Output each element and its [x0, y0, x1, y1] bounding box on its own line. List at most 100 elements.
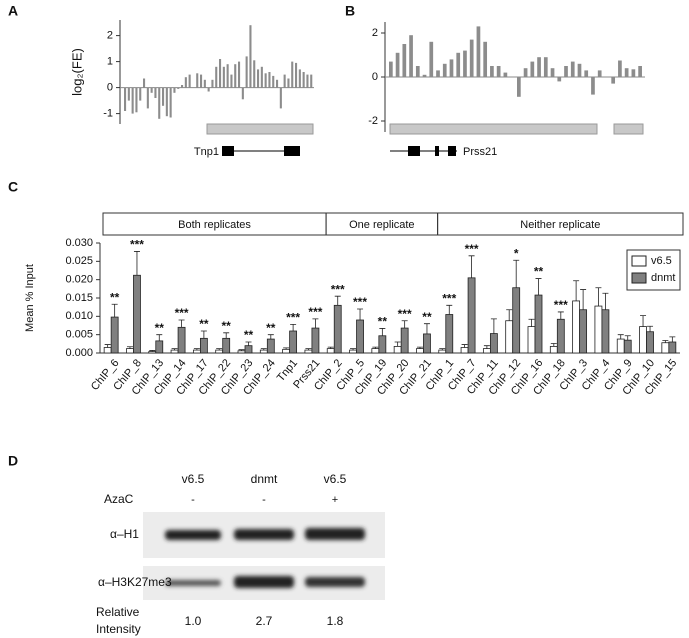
y-tick-label: -1: [103, 108, 113, 120]
bar: [203, 79, 206, 88]
significance: ***: [331, 282, 345, 296]
bar: [460, 347, 469, 354]
y-tick-label: 2: [107, 30, 113, 42]
error-bar: [216, 348, 223, 351]
error-bar: [550, 343, 557, 347]
error-bar: [372, 346, 379, 349]
error-bar: [617, 334, 624, 340]
error-bar: [416, 346, 423, 349]
bar: [409, 35, 413, 77]
bar: [349, 349, 357, 354]
error-bar: [490, 318, 497, 334]
bar: [618, 60, 622, 77]
bar: [272, 75, 275, 88]
bar: [257, 69, 260, 88]
bar: [326, 348, 335, 354]
error-bar: [506, 309, 513, 321]
band: [305, 577, 365, 587]
significance: **: [110, 290, 120, 304]
bar: [177, 87, 180, 89]
bar: [200, 74, 203, 88]
bar: [638, 66, 642, 77]
error-bar: [401, 320, 408, 329]
y-tick-label: 0.020: [65, 274, 93, 286]
significance: **: [266, 321, 276, 335]
bar: [556, 318, 565, 354]
bar: [584, 70, 589, 77]
bar: [505, 320, 514, 354]
bar: [131, 87, 134, 114]
y-tick-label: 0.015: [65, 292, 93, 304]
bar: [302, 72, 305, 88]
y-tick-label: 0.005: [65, 329, 93, 341]
bar: [530, 61, 535, 77]
error-bar: [178, 319, 185, 328]
bar: [646, 331, 654, 354]
error-bar: [662, 340, 669, 343]
significance: ***: [130, 238, 144, 252]
bar: [624, 68, 629, 77]
panel-label: A: [8, 3, 18, 19]
bar: [400, 327, 409, 354]
bar: [310, 74, 313, 88]
error-bar: [283, 347, 290, 350]
gene-label: Tnp1: [194, 146, 219, 158]
bar: [150, 87, 153, 93]
bar: [184, 77, 187, 88]
error-bar: [535, 278, 542, 296]
error-bar: [461, 344, 468, 348]
error-bar: [149, 350, 156, 352]
bar: [623, 339, 632, 354]
bar: [668, 341, 677, 354]
bar: [279, 87, 282, 109]
bar: [496, 66, 501, 77]
legend-swatch: [631, 272, 647, 284]
bar: [110, 316, 119, 354]
significance: **: [199, 317, 209, 331]
error-bar: [267, 334, 274, 340]
significance: ***: [442, 292, 456, 306]
bar: [226, 64, 229, 88]
group-label: Neither replicate: [520, 219, 600, 231]
bar: [304, 349, 313, 354]
error-bar: [446, 304, 453, 315]
bar: [512, 287, 521, 354]
bar: [534, 294, 543, 354]
bar: [594, 305, 603, 354]
error-bar: [334, 295, 341, 306]
bar: [449, 59, 454, 77]
group-label: One replicate: [349, 219, 414, 231]
bar: [550, 68, 555, 77]
y-tick-label: 0.000: [65, 347, 93, 359]
intensity: 2.7: [256, 614, 273, 628]
bar: [103, 347, 112, 354]
bar: [476, 26, 481, 77]
y-tick-label: 0.025: [65, 255, 93, 267]
significance: ***: [308, 305, 322, 319]
legend-label: dnmt: [651, 272, 675, 284]
bar: [259, 349, 268, 354]
treatment-label: AzaC: [104, 492, 134, 506]
bar: [192, 349, 201, 354]
intensity: 1.0: [185, 614, 202, 628]
panel-label: B: [345, 3, 355, 19]
error-bar: [305, 348, 312, 351]
bar: [564, 66, 568, 77]
bar: [154, 87, 157, 98]
panel-label: D: [8, 453, 18, 469]
bar: [135, 87, 138, 113]
bar: [306, 74, 309, 88]
bar: [482, 348, 491, 354]
band: [234, 529, 294, 540]
bands: [165, 528, 365, 588]
bar: [393, 345, 402, 354]
error-bar: [394, 341, 401, 347]
error-bar: [200, 330, 207, 339]
bar: [517, 77, 521, 97]
error-bar: [126, 346, 133, 349]
bar: [127, 87, 130, 101]
bar: [170, 349, 179, 354]
error-bar: [350, 348, 357, 351]
